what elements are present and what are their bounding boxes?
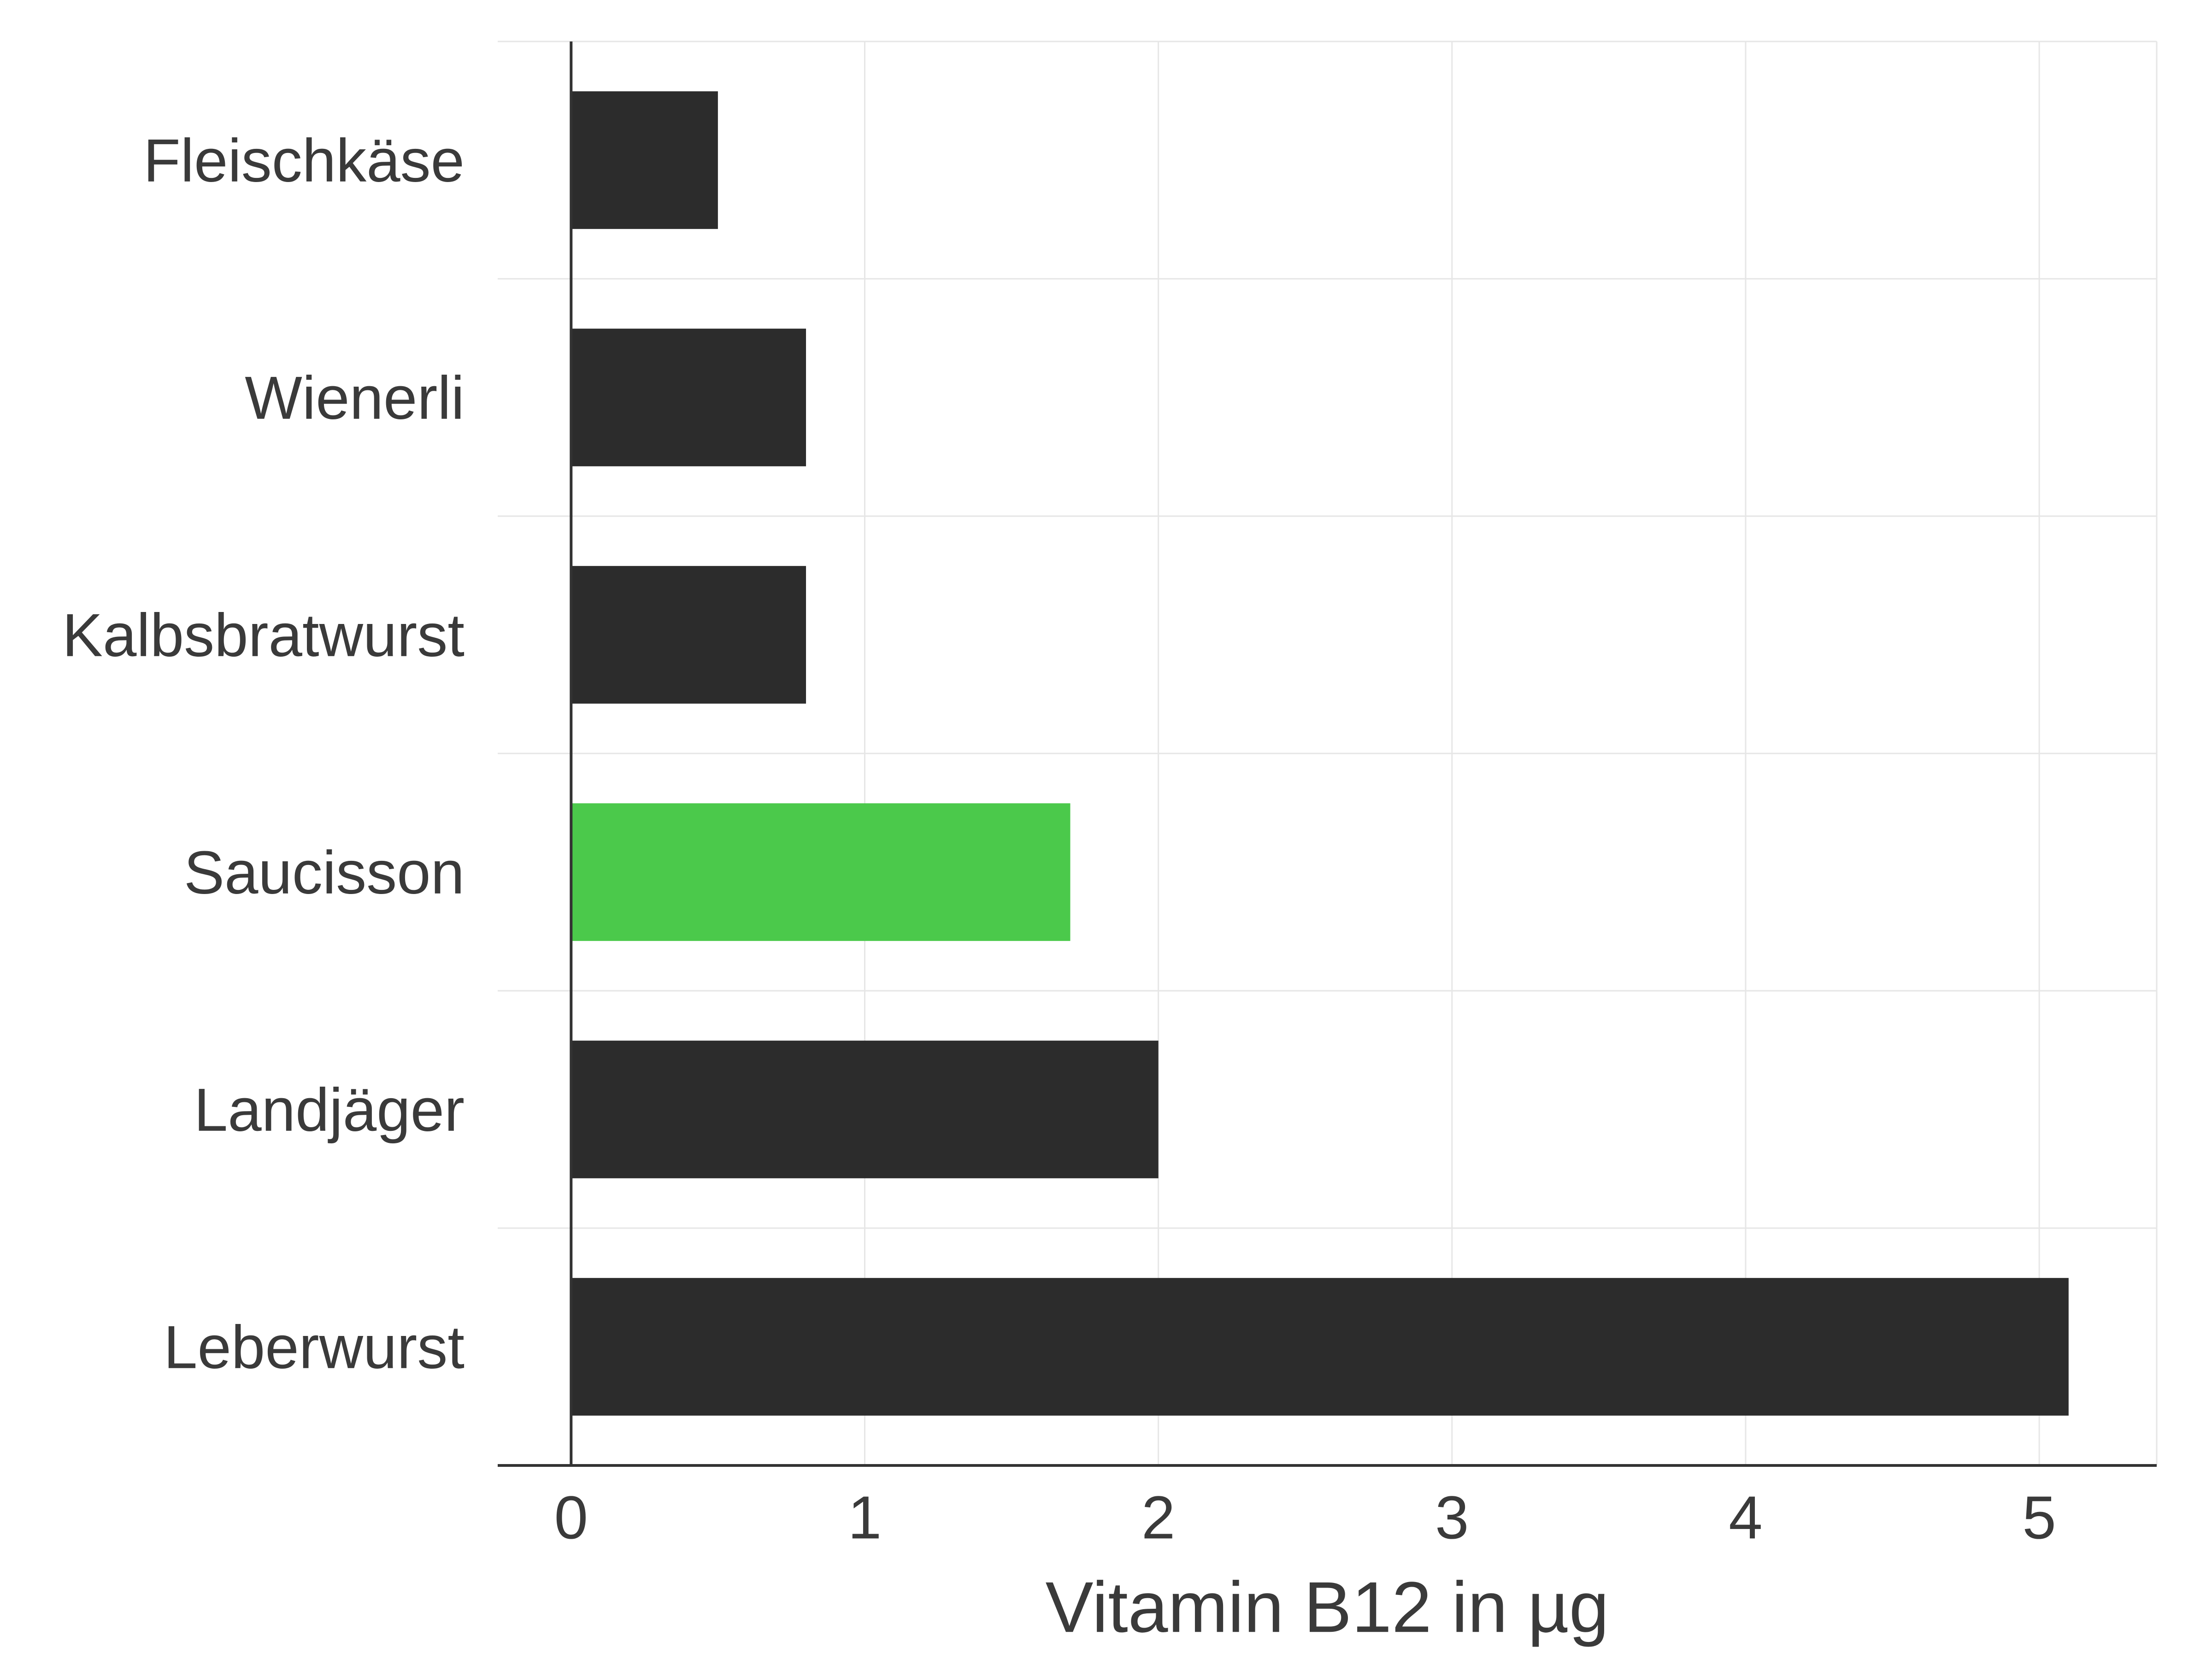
category-label: Fleischkäse	[143, 127, 465, 194]
bar	[571, 91, 718, 229]
bar	[571, 329, 806, 466]
x-tick-label: 3	[1435, 1483, 1469, 1551]
category-label: Kalbsbratwurst	[62, 601, 465, 669]
category-label: Wienerli	[245, 364, 465, 432]
bar	[571, 566, 806, 704]
x-tick-label: 4	[1729, 1483, 1762, 1551]
x-tick-label: 5	[2022, 1483, 2056, 1551]
category-label: Landjäger	[194, 1076, 465, 1144]
x-tick-label: 0	[554, 1483, 588, 1551]
bar	[571, 803, 1070, 941]
x-tick-label: 2	[1141, 1483, 1175, 1551]
vitamin-b12-bar-chart: 0 1 2 3 4 5 Fleischkäse Wienerli Kalbsbratwurst S…	[0, 0, 2212, 1659]
category-label: Leberwurst	[164, 1313, 465, 1381]
bar	[571, 1278, 2069, 1416]
bar	[571, 1041, 1158, 1178]
chart-svg: 0 1 2 3 4 5 Fleischkäse Wienerli Kalbsbratwurst S…	[0, 0, 2212, 1659]
category-label: Saucisson	[184, 839, 465, 906]
x-axis-title: Vitamin B12 in µg	[1045, 1567, 1609, 1647]
x-tick-label: 1	[848, 1483, 882, 1551]
